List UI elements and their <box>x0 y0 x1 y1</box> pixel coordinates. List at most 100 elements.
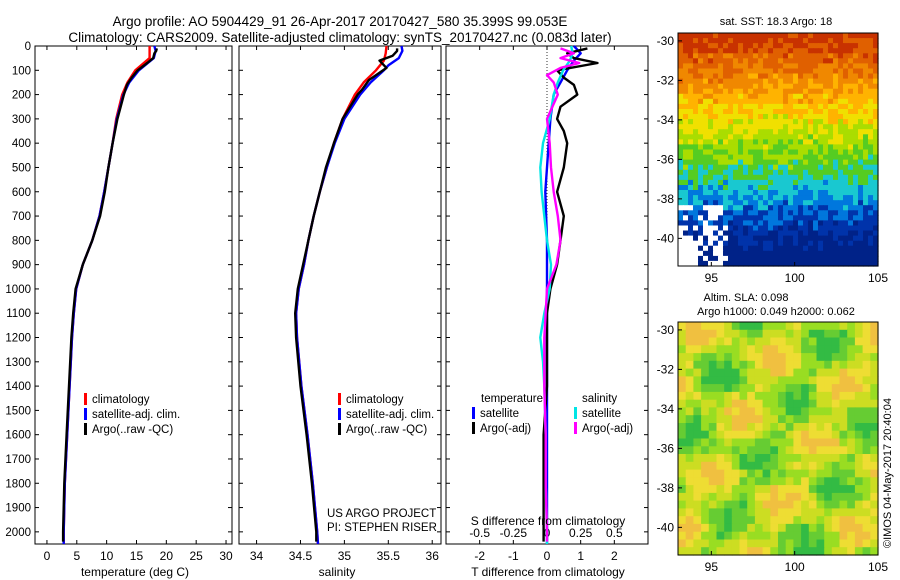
sst-cell <box>763 83 769 90</box>
sst-cell <box>858 164 864 171</box>
sst-cell <box>803 98 809 105</box>
sst-cell <box>778 73 784 80</box>
sla-cell <box>685 477 694 486</box>
sla-cell <box>693 539 702 548</box>
sst-cell <box>683 174 689 181</box>
sst-cell <box>873 114 879 120</box>
sst-cell <box>753 154 759 161</box>
sst-cell <box>738 124 744 130</box>
sst-cell <box>863 93 869 100</box>
sst-cell <box>803 129 809 135</box>
sst-cell <box>813 48 819 54</box>
sla-cell <box>839 322 848 331</box>
sla-cell <box>785 399 794 409</box>
sst-cell <box>743 73 749 80</box>
sst-cell <box>693 93 699 100</box>
sst-cell <box>718 38 724 44</box>
sst-cell <box>813 43 819 49</box>
sst-cell <box>743 169 749 176</box>
sla-cell <box>839 337 848 346</box>
sst-cell <box>838 93 844 100</box>
sla-cell <box>678 516 687 525</box>
sla-cell <box>754 547 764 556</box>
sst-cell <box>768 124 774 130</box>
sst-cell <box>788 129 794 135</box>
sst-cell <box>838 88 844 95</box>
sst-cell <box>708 109 714 115</box>
sst-cell <box>833 164 839 171</box>
sst-cell <box>808 154 814 161</box>
sla-cell <box>693 407 702 416</box>
sst-cell <box>793 68 799 75</box>
sst-cell <box>773 48 779 54</box>
sla-cell <box>747 415 756 424</box>
sst-cell <box>748 124 754 130</box>
sst-cell <box>868 78 874 85</box>
sst-cell <box>778 53 784 59</box>
sst-cell <box>748 245 754 252</box>
sst-cell <box>698 129 704 135</box>
sla-cell <box>816 485 825 494</box>
sla-cell <box>778 415 787 424</box>
sst-cell <box>758 124 764 130</box>
sst-cell <box>868 114 874 120</box>
sst-cell <box>758 98 764 105</box>
sla-cell <box>785 446 794 455</box>
sla-cell <box>724 368 733 377</box>
sst-cell <box>803 58 809 64</box>
sla-cell <box>747 399 756 409</box>
sst-cell <box>803 169 809 176</box>
sst-cell <box>733 119 739 125</box>
sst-cell <box>858 119 864 125</box>
sla-cell <box>778 539 787 548</box>
sst-cell <box>773 78 779 85</box>
sla-cell <box>870 391 879 401</box>
sst-cell <box>723 195 729 201</box>
sla-cell <box>778 547 787 556</box>
sst-cell <box>738 159 744 166</box>
sst-cell <box>708 48 714 54</box>
sla-cell <box>824 485 833 494</box>
sst-cell <box>868 88 874 95</box>
sst-cell <box>718 48 724 54</box>
sst-cell <box>843 114 849 120</box>
sst-cell <box>823 185 829 191</box>
sst-cell <box>788 164 794 171</box>
sla-cell <box>793 539 802 548</box>
sst-cell <box>718 73 724 80</box>
sla-cell <box>839 539 848 548</box>
sst-cell <box>868 119 874 125</box>
sla-cell <box>716 446 725 455</box>
sst-cell <box>708 33 714 39</box>
sst-cell <box>723 93 729 100</box>
sst-cell <box>683 109 689 115</box>
sla-cell <box>778 399 787 409</box>
sst-cell <box>873 103 879 110</box>
map-y-tick-label: -30 <box>657 34 675 48</box>
sla-cell <box>847 547 856 556</box>
sst-cell <box>688 159 694 166</box>
sst-cell <box>833 240 839 247</box>
sst-cell <box>678 33 684 39</box>
sla-cell <box>839 438 848 447</box>
sst-cell <box>843 63 849 70</box>
sst-cell <box>853 245 859 252</box>
sst-cell <box>678 53 684 59</box>
sst-cell <box>693 109 699 115</box>
sst-cell <box>783 83 789 90</box>
sla-cell <box>785 477 794 486</box>
sla-cell <box>685 368 694 377</box>
sla-cell <box>785 391 794 401</box>
sla-cell <box>731 353 741 362</box>
sst-cell <box>753 250 759 257</box>
x-tick-label: 5 <box>73 549 80 563</box>
sst-cell <box>713 33 719 39</box>
sla-cell <box>678 329 687 339</box>
sst-cell <box>838 174 844 181</box>
sst-cell <box>773 93 779 100</box>
map-y-tick-label: -38 <box>657 192 675 206</box>
sst-cell <box>863 164 869 171</box>
sst-cell <box>693 58 699 64</box>
y-tick-label: 1200 <box>5 333 31 345</box>
sla-cell <box>701 523 710 533</box>
